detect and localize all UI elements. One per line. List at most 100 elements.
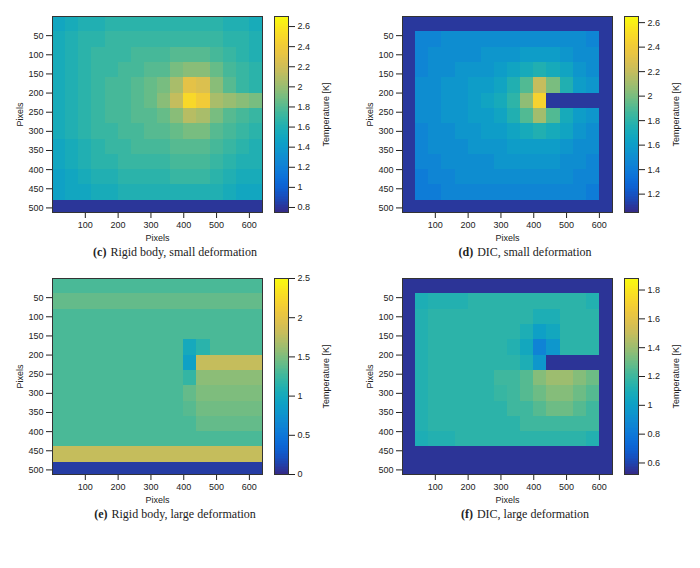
svg-text:200: 200 (378, 350, 393, 360)
svg-text:Pixels: Pixels (15, 102, 25, 127)
svg-text:500: 500 (378, 203, 393, 213)
svg-text:1.6: 1.6 (648, 140, 661, 150)
svg-text:1.2: 1.2 (298, 162, 311, 172)
svg-text:300: 300 (493, 220, 508, 230)
svg-text:300: 300 (28, 126, 43, 136)
svg-text:300: 300 (378, 126, 393, 136)
svg-text:450: 450 (378, 184, 393, 194)
svg-text:300: 300 (28, 388, 43, 398)
svg-text:350: 350 (28, 145, 43, 155)
svg-text:450: 450 (28, 446, 43, 456)
svg-text:400: 400 (28, 165, 43, 175)
svg-text:200: 200 (111, 482, 126, 492)
svg-text:200: 200 (111, 220, 126, 230)
svg-text:2.2: 2.2 (648, 67, 661, 77)
svg-text:300: 300 (378, 388, 393, 398)
svg-text:0.8: 0.8 (298, 202, 311, 212)
svg-text:400: 400 (176, 220, 191, 230)
svg-text:50: 50 (383, 293, 393, 303)
svg-text:250: 250 (378, 369, 393, 379)
svg-text:Pixels: Pixels (495, 233, 520, 243)
svg-text:2.2: 2.2 (298, 62, 311, 72)
svg-text:2.4: 2.4 (648, 42, 661, 52)
svg-text:600: 600 (242, 482, 257, 492)
svg-text:Pixels: Pixels (145, 233, 170, 243)
svg-text:2.4: 2.4 (298, 42, 311, 52)
svg-text:2.6: 2.6 (298, 21, 311, 31)
svg-text:1.8: 1.8 (648, 116, 661, 126)
svg-text:0.6: 0.6 (648, 458, 661, 468)
svg-text:500: 500 (209, 482, 224, 492)
svg-text:250: 250 (378, 107, 393, 117)
svg-text:2: 2 (298, 82, 303, 92)
svg-text:400: 400 (526, 220, 541, 230)
svg-text:1.4: 1.4 (648, 343, 661, 353)
svg-text:500: 500 (559, 482, 574, 492)
svg-text:500: 500 (28, 203, 43, 213)
svg-text:600: 600 (242, 220, 257, 230)
svg-text:150: 150 (28, 69, 43, 79)
svg-text:1.2: 1.2 (648, 371, 661, 381)
svg-text:Temperature [K]: Temperature [K] (321, 82, 331, 146)
svg-text:300: 300 (493, 482, 508, 492)
svg-text:250: 250 (28, 107, 43, 117)
svg-text:500: 500 (559, 220, 574, 230)
svg-text:100: 100 (78, 220, 93, 230)
svg-text:Pixels: Pixels (365, 364, 375, 389)
svg-text:1.6: 1.6 (298, 122, 311, 132)
svg-text:200: 200 (28, 350, 43, 360)
svg-text:350: 350 (378, 145, 393, 155)
svg-text:150: 150 (378, 331, 393, 341)
svg-text:1.5: 1.5 (298, 352, 311, 362)
svg-text:400: 400 (28, 427, 43, 437)
svg-text:Pixels: Pixels (15, 364, 25, 389)
svg-text:450: 450 (28, 184, 43, 194)
svg-text:100: 100 (428, 482, 443, 492)
svg-text:2: 2 (648, 91, 653, 101)
svg-text:Temperature [K]: Temperature [K] (671, 82, 681, 146)
svg-text:Pixels: Pixels (495, 495, 520, 505)
svg-text:200: 200 (378, 88, 393, 98)
svg-text:1.8: 1.8 (648, 285, 661, 295)
svg-text:1: 1 (648, 400, 653, 410)
svg-text:150: 150 (378, 69, 393, 79)
svg-text:150: 150 (28, 331, 43, 341)
svg-text:Pixels: Pixels (145, 495, 170, 505)
svg-text:350: 350 (28, 407, 43, 417)
svg-text:2: 2 (298, 313, 303, 323)
svg-text:100: 100 (378, 312, 393, 322)
svg-text:2.5: 2.5 (298, 273, 311, 283)
svg-text:100: 100 (28, 50, 43, 60)
svg-text:Temperature [K]: Temperature [K] (671, 344, 681, 408)
svg-text:1.8: 1.8 (298, 102, 311, 112)
svg-text:100: 100 (28, 312, 43, 322)
svg-text:1.2: 1.2 (648, 189, 661, 199)
svg-text:250: 250 (28, 369, 43, 379)
svg-text:50: 50 (383, 31, 393, 41)
svg-text:100: 100 (78, 482, 93, 492)
svg-text:200: 200 (28, 88, 43, 98)
svg-text:50: 50 (33, 293, 43, 303)
svg-text:0: 0 (298, 469, 303, 479)
svg-text:1: 1 (298, 182, 303, 192)
svg-text:100: 100 (428, 220, 443, 230)
svg-text:500: 500 (209, 220, 224, 230)
svg-text:50: 50 (33, 31, 43, 41)
svg-text:400: 400 (378, 165, 393, 175)
svg-text:Temperature [K]: Temperature [K] (321, 344, 331, 408)
svg-text:600: 600 (592, 220, 607, 230)
svg-text:Pixels: Pixels (365, 102, 375, 127)
svg-text:2.6: 2.6 (648, 18, 661, 28)
svg-text:400: 400 (176, 482, 191, 492)
svg-text:500: 500 (378, 465, 393, 475)
svg-text:300: 300 (143, 482, 158, 492)
svg-text:300: 300 (143, 220, 158, 230)
svg-text:600: 600 (592, 482, 607, 492)
svg-text:1.6: 1.6 (648, 314, 661, 324)
svg-text:200: 200 (461, 482, 476, 492)
svg-text:350: 350 (378, 407, 393, 417)
svg-text:1.4: 1.4 (648, 165, 661, 175)
svg-text:0.5: 0.5 (298, 430, 311, 440)
svg-text:400: 400 (526, 482, 541, 492)
svg-text:450: 450 (378, 446, 393, 456)
